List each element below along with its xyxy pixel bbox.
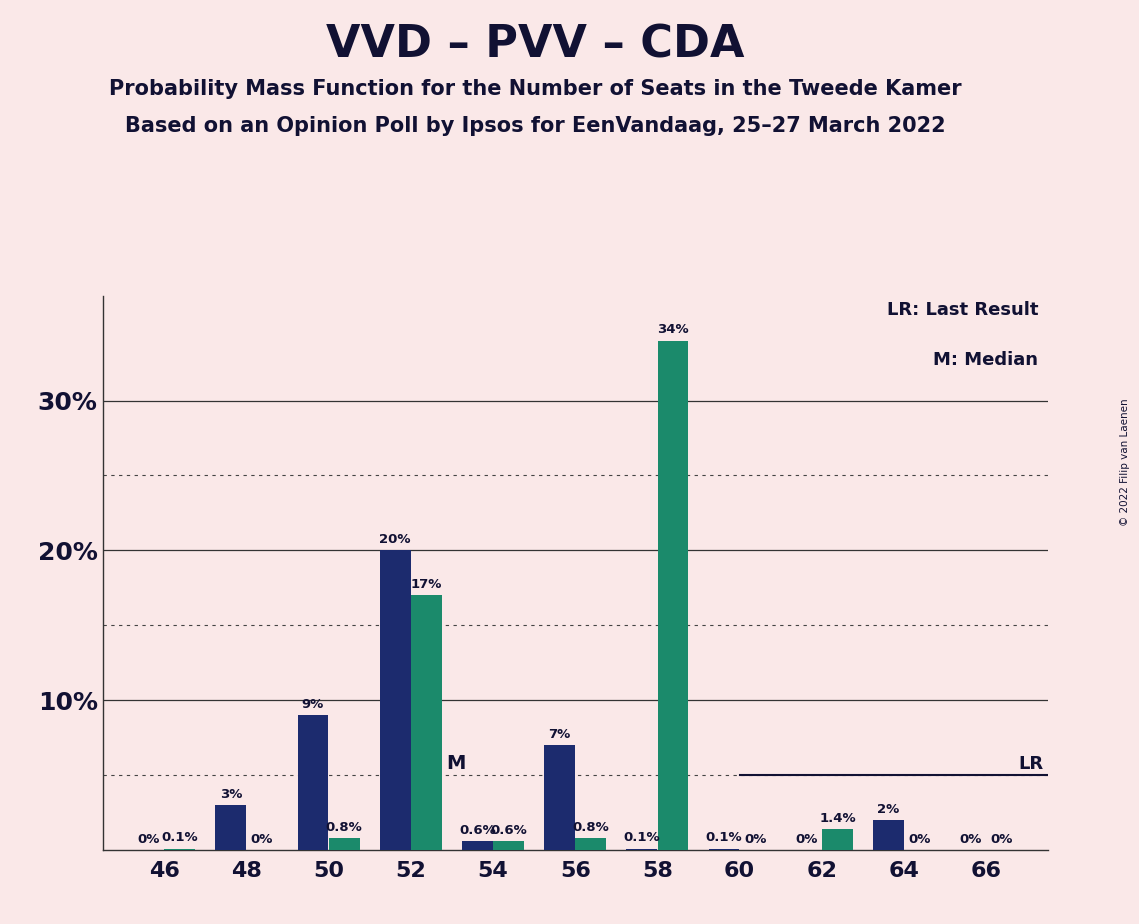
Text: M: Median: M: Median: [934, 351, 1039, 369]
Bar: [164, 848, 195, 850]
Text: 0%: 0%: [795, 833, 818, 845]
Text: © 2022 Filip van Laenen: © 2022 Filip van Laenen: [1121, 398, 1130, 526]
Text: 0%: 0%: [744, 833, 767, 845]
Text: 0.6%: 0.6%: [490, 823, 527, 836]
Text: 0.8%: 0.8%: [573, 821, 609, 833]
Bar: [657, 341, 688, 850]
Text: VVD – PVV – CDA: VVD – PVV – CDA: [326, 23, 745, 67]
Text: 0.1%: 0.1%: [706, 831, 743, 845]
Bar: [379, 551, 410, 850]
Text: 0.6%: 0.6%: [459, 823, 495, 836]
Text: LR: LR: [1018, 755, 1043, 772]
Text: Based on an Opinion Poll by Ipsos for EenVandaag, 25–27 March 2022: Based on an Opinion Poll by Ipsos for Ee…: [125, 116, 945, 136]
Text: 0%: 0%: [959, 833, 982, 845]
Bar: [575, 838, 606, 850]
Bar: [462, 841, 493, 850]
Text: 34%: 34%: [657, 323, 689, 336]
Text: 9%: 9%: [302, 698, 325, 711]
Bar: [329, 838, 360, 850]
Text: 20%: 20%: [379, 533, 411, 546]
Text: Probability Mass Function for the Number of Seats in the Tweede Kamer: Probability Mass Function for the Number…: [109, 79, 961, 99]
Text: 7%: 7%: [549, 728, 571, 741]
Text: 3%: 3%: [220, 787, 241, 800]
Bar: [822, 829, 853, 850]
Bar: [544, 745, 575, 850]
Bar: [297, 715, 328, 850]
Bar: [708, 848, 739, 850]
Bar: [215, 805, 246, 850]
Text: 0%: 0%: [909, 833, 931, 845]
Text: 0.1%: 0.1%: [162, 831, 198, 845]
Text: 17%: 17%: [411, 578, 442, 590]
Bar: [411, 595, 442, 850]
Text: 0%: 0%: [138, 833, 159, 845]
Text: 1.4%: 1.4%: [819, 811, 855, 824]
Bar: [626, 848, 657, 850]
Bar: [872, 821, 904, 850]
Text: 0%: 0%: [251, 833, 273, 845]
Text: 0.8%: 0.8%: [326, 821, 362, 833]
Text: 0.1%: 0.1%: [623, 831, 661, 845]
Bar: [493, 841, 524, 850]
Text: 0%: 0%: [991, 833, 1013, 845]
Text: M: M: [446, 754, 466, 772]
Text: 2%: 2%: [877, 803, 900, 816]
Text: LR: Last Result: LR: Last Result: [887, 301, 1039, 319]
